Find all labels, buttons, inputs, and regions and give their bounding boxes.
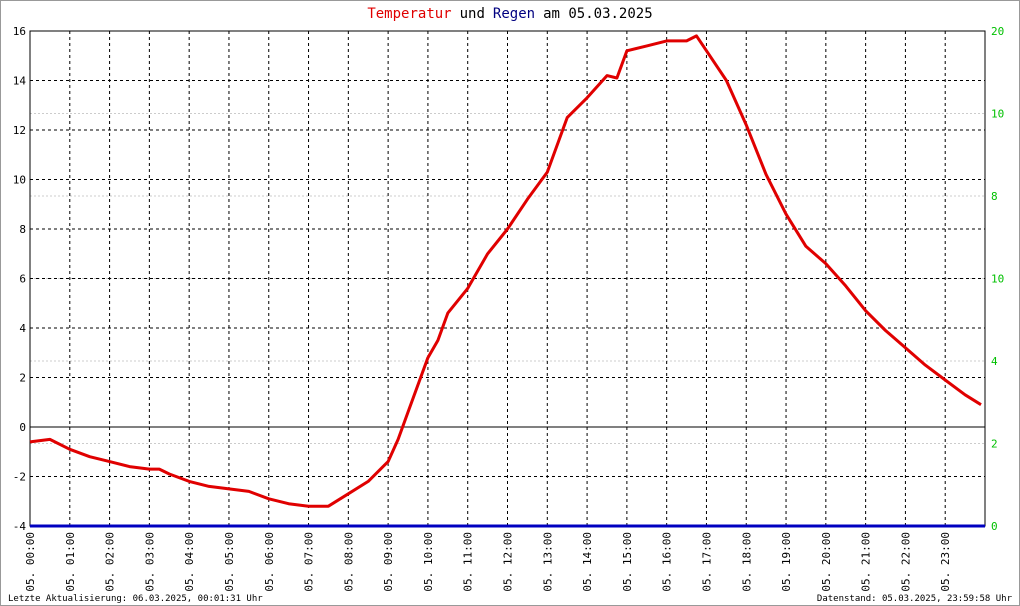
- chart-title: Temperatur und Regen am 05.03.2025: [367, 6, 652, 22]
- y-tick-label: 2: [19, 372, 26, 385]
- x-tick-label: 05. 06:00: [263, 532, 276, 592]
- title-part: Regen: [493, 6, 535, 22]
- x-tick-label: 05. 16:00: [661, 532, 674, 592]
- y-tick-label: 14: [13, 75, 27, 88]
- x-tick-label: 05. 10:00: [422, 532, 435, 592]
- x-tick-label: 05. 07:00: [303, 532, 316, 592]
- y-tick-label: 8: [19, 223, 26, 236]
- title-part: und: [460, 6, 485, 22]
- x-tick-label: 05. 23:00: [939, 532, 952, 592]
- y2-tick-label: 0: [991, 520, 998, 533]
- title-part: am 05.03.2025: [543, 6, 653, 22]
- x-tick-label: 05. 09:00: [382, 532, 395, 592]
- y-tick-label: -4: [13, 520, 27, 533]
- y-tick-label: 10: [13, 174, 26, 187]
- x-tick-label: 05. 08:00: [342, 532, 355, 592]
- x-tick-label: 05. 19:00: [780, 532, 793, 592]
- series-line: [29, 34, 982, 508]
- y-tick-label: 16: [13, 25, 26, 38]
- x-tick-label: 05. 15:00: [621, 532, 634, 592]
- y-tick-label: 0: [19, 421, 26, 434]
- footer-right: Datenstand: 05.03.2025, 23:59:58 Uhr: [817, 594, 1013, 604]
- x-tick-label: 05. 02:00: [104, 532, 117, 592]
- footer-left: Letzte Aktualisierung: 06.03.2025, 00:01…: [8, 594, 263, 604]
- y2-tick-label: 10: [991, 273, 1004, 286]
- x-tick-label: 05. 18:00: [740, 532, 753, 592]
- x-tick-label: 05. 11:00: [462, 532, 475, 592]
- x-tick-label: 05. 01:00: [64, 532, 77, 592]
- x-tick-label: 05. 03:00: [143, 532, 156, 592]
- y-tick-label: -2: [13, 471, 26, 484]
- y2-tick-label: 2: [991, 438, 998, 451]
- y2-tick-label: 10: [991, 108, 1004, 121]
- y2-tick-label: 20: [991, 25, 1004, 38]
- x-tick-label: 05. 05:00: [223, 532, 236, 592]
- x-tick-label: 05. 17:00: [700, 532, 713, 592]
- x-tick-label: 05. 13:00: [541, 532, 554, 592]
- y2-tick-label: 8: [991, 190, 998, 203]
- y-tick-label: 4: [19, 322, 26, 335]
- title-part: Temperatur: [367, 6, 451, 22]
- x-tick-label: 05. 12:00: [502, 532, 515, 592]
- x-tick-label: 05. 22:00: [899, 532, 912, 592]
- x-tick-label: 05. 21:00: [860, 532, 873, 592]
- x-tick-label: 05. 20:00: [820, 532, 833, 592]
- y2-tick-label: 4: [991, 355, 998, 368]
- y-tick-label: 6: [19, 273, 26, 286]
- x-tick-label: 05. 14:00: [581, 532, 594, 592]
- y-tick-label: 12: [13, 124, 26, 137]
- x-tick-label: 05. 04:00: [183, 532, 196, 592]
- x-tick-label: 05. 00:00: [24, 532, 37, 592]
